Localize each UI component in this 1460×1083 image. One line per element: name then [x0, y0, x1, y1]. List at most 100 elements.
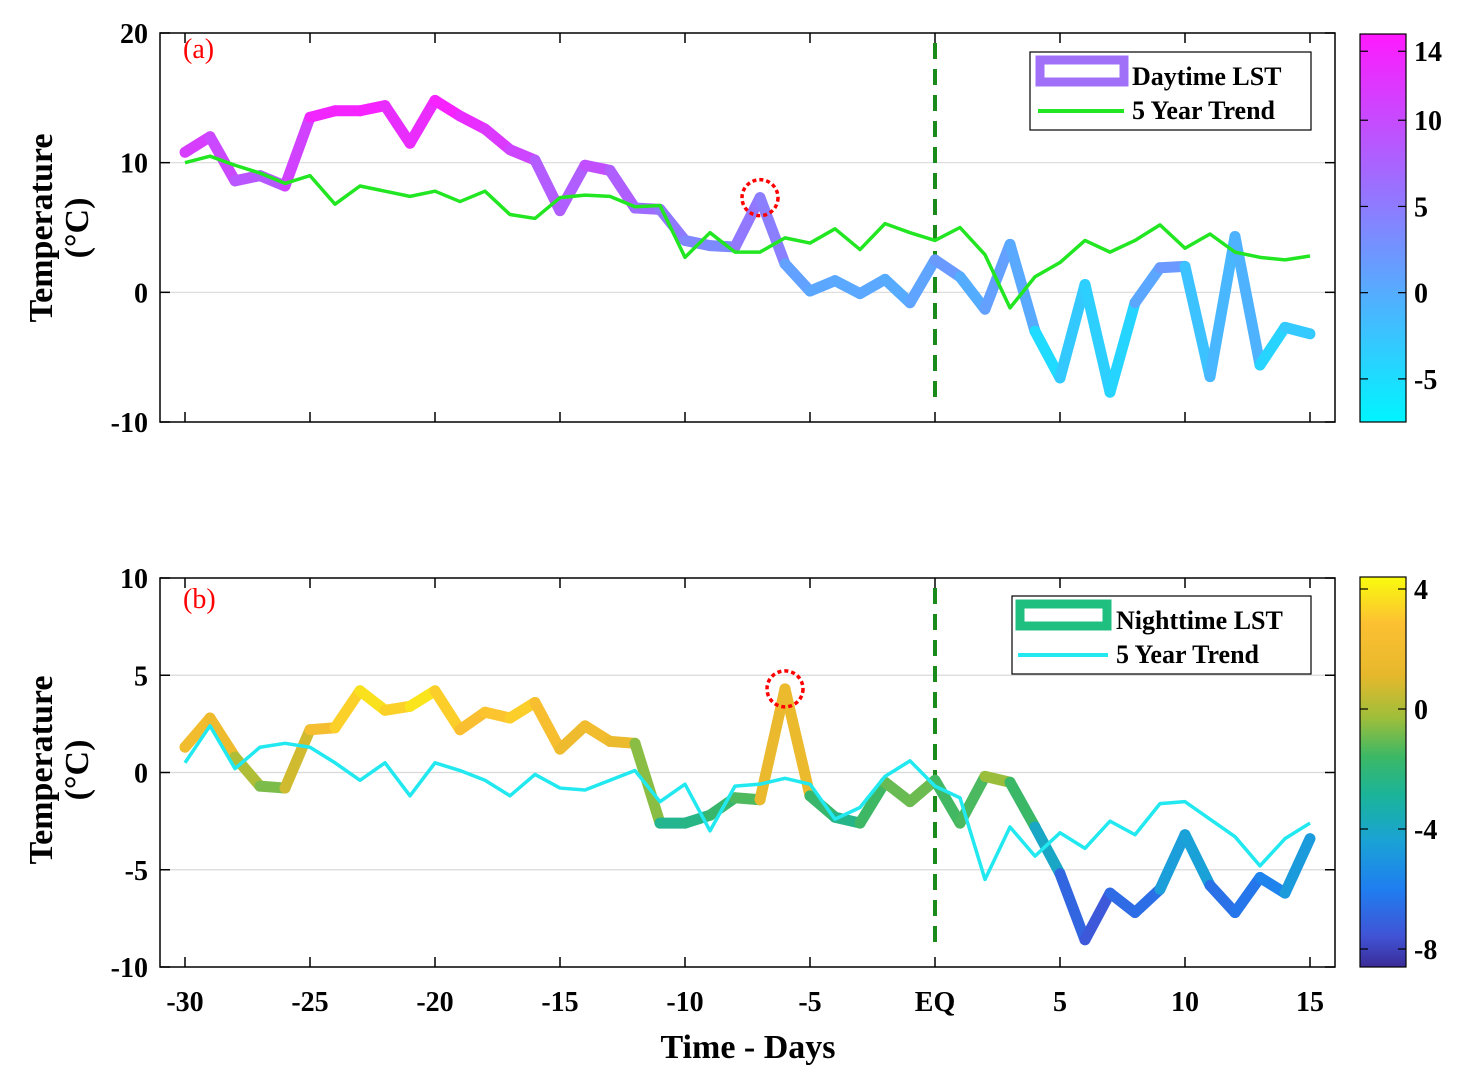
x-tick-label: -20 [416, 987, 453, 1018]
legend-b: Nighttime LST 5 Year Trend [1011, 595, 1312, 675]
colorbar-tick-label: 4 [1414, 575, 1428, 606]
lst-segment [1004, 238, 1041, 337]
y-axis-label-b: Temperature (°C) [23, 676, 96, 865]
lst-segment [1054, 279, 1091, 384]
colorbar-ticks-a: 14 10 5 0 -5 [1360, 37, 1442, 396]
legend-a: Daytime LST 5 Year Trend [1029, 51, 1312, 131]
colorbar-b [1359, 576, 1407, 968]
x-axis-label: Time - Days [660, 1029, 835, 1066]
lst-segment [854, 776, 891, 829]
lst-segment [604, 164, 641, 214]
lst-segment [1229, 231, 1266, 371]
trend-line-a [184, 154, 1311, 310]
legend-label-trend-a: 5 Year Trend [1132, 96, 1276, 125]
lst-segment [1104, 297, 1141, 398]
lst-segment [554, 720, 591, 755]
y-axis-label-b-line1: Temperature [23, 676, 60, 865]
colorbar-tick-label: 0 [1414, 279, 1428, 310]
y-tick-label: -10 [111, 953, 148, 984]
y-tick-label: 0 [134, 759, 148, 790]
x-tick-label: -5 [798, 987, 821, 1018]
panel-a: -10 0 10 20 (a) Temperature (°C) Daytime LS… [23, 19, 1442, 439]
x-ticks: -30 -25 -20 -15 -10 -5 EQ 5 10 15 [166, 578, 1324, 1018]
lst-segment [1204, 879, 1241, 919]
colorbar-ticks-b: 4 0 -4 -8 [1360, 575, 1437, 966]
lst-segment [629, 737, 666, 829]
legend-box-b [1011, 595, 1312, 675]
lst-segment [1029, 821, 1066, 880]
legend-label-trend-b: 5 Year Trend [1116, 640, 1260, 669]
lst-segment [1229, 872, 1266, 919]
lst-segment [754, 683, 791, 806]
y-tick-label: 5 [134, 661, 148, 692]
lst-segment [1279, 833, 1316, 899]
lst-segment [1129, 262, 1166, 309]
x-tick-label: -30 [166, 987, 203, 1018]
x-tick-label: EQ [915, 987, 955, 1018]
lst-segment [1179, 260, 1216, 383]
lst-segment [1254, 321, 1291, 371]
y-tick-label: 10 [120, 149, 148, 180]
legend-swatch-nighttime [1015, 599, 1112, 631]
lst-segment [1029, 325, 1066, 384]
y-axis-label-a-line2: (°C) [59, 198, 96, 259]
lst-segment [1179, 829, 1216, 891]
colorbar-tick-label: 10 [1414, 106, 1442, 137]
legend-box-a [1029, 51, 1312, 131]
lst-segment [229, 751, 266, 792]
colorbar-tick-label: -4 [1414, 815, 1437, 846]
lst-segment [1079, 887, 1116, 946]
lst-segment [729, 192, 766, 253]
lst-segment [779, 258, 816, 297]
highlight-circle-a [740, 177, 780, 218]
lst-segment [204, 131, 241, 187]
lst-segment [1004, 776, 1041, 833]
lst-segment [529, 696, 566, 755]
y-tick-label: 10 [120, 564, 148, 595]
lst-segment [204, 712, 241, 763]
nighttime-lst-line [179, 683, 1316, 946]
lst-segment [1204, 231, 1241, 383]
colorbar-tick-label: 14 [1414, 37, 1442, 68]
lst-segment [379, 100, 416, 149]
y-axis-label-a: Temperature (°C) [23, 134, 96, 323]
lst-segment [1054, 868, 1091, 946]
lst-segment [179, 712, 216, 753]
panel-label-b: (b) [183, 584, 216, 615]
panel-b: -10 -5 0 5 10 -30 -25 -20 -15 -10 -5 EQ 5 10 15 (b) T… [23, 564, 1437, 1066]
lst-segment [979, 238, 1016, 315]
lst-segment [429, 685, 466, 736]
colorbar-tick-label: 5 [1414, 192, 1428, 223]
lst-segment [954, 271, 991, 315]
y-tick-label: 0 [134, 278, 148, 309]
y-tick-label: 20 [120, 19, 148, 50]
x-tick-label: 5 [1053, 987, 1067, 1018]
y-axis-label-a-line1: Temperature [23, 134, 60, 323]
colorbar-tick-label: -5 [1414, 365, 1437, 396]
y-tick-label: -10 [111, 408, 148, 439]
colorbar-tick-label: -8 [1414, 935, 1437, 966]
lst-segment [1279, 321, 1316, 340]
lst-segment [1129, 883, 1166, 919]
daytime-lst-line [179, 94, 1316, 398]
panel-label-a: (a) [183, 34, 214, 65]
legend-label-daytime: Daytime LST [1132, 62, 1282, 91]
x-tick-label: -10 [666, 987, 703, 1018]
lst-segment [554, 159, 591, 217]
lst-segment [404, 94, 441, 149]
legend-label-nighttime: Nighttime LST [1116, 606, 1283, 635]
lst-segment [279, 111, 316, 192]
lst-segment [879, 273, 916, 309]
y-tick-label: -5 [125, 856, 148, 887]
colorbar-tick-label: 0 [1414, 695, 1428, 726]
y-ticks-b: -10 -5 0 5 10 [111, 564, 1335, 984]
gridlines-b [160, 674, 1335, 871]
x-tick-label: -25 [291, 987, 328, 1018]
x-tick-label: -15 [541, 987, 578, 1018]
colorbar-a [1359, 33, 1407, 423]
lst-segment [1154, 829, 1191, 895]
legend-swatch-daytime [1035, 55, 1129, 87]
lst-segment [1079, 279, 1116, 398]
y-axis-label-b-line2: (°C) [59, 740, 96, 801]
